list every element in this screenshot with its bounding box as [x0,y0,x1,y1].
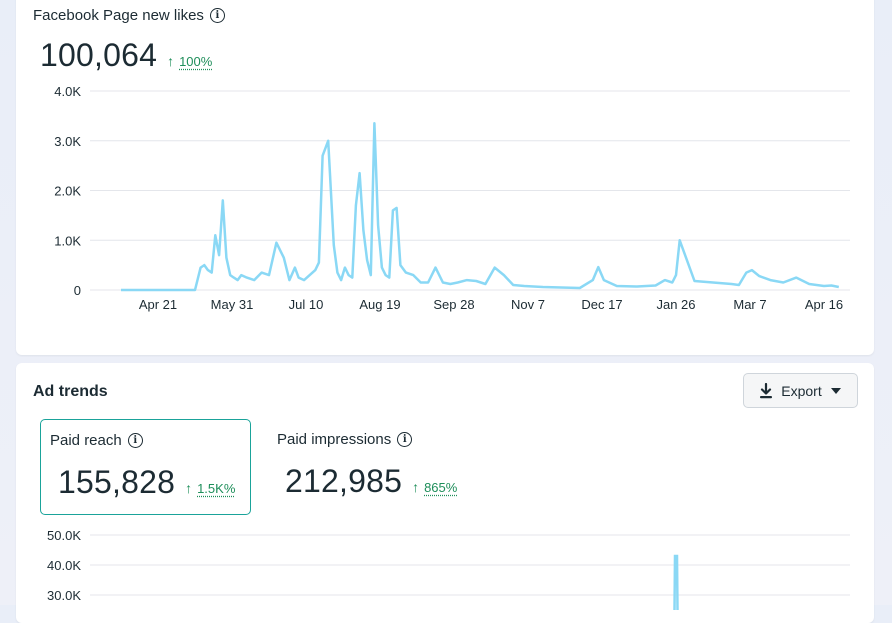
paid-impressions-change: ↑ 865% [412,479,457,495]
y-tick-label: 1.0K [54,233,81,248]
likes-total: 100,064 [40,37,158,73]
paid-reach-tile[interactable]: Paid reach i 155,828 ↑ 1.5K% [40,419,251,515]
paid-reach-series-line [673,554,679,611]
x-tick-label: May 31 [211,297,254,312]
x-tick-label: Apr 21 [139,297,177,312]
arrow-up-icon: ↑ [167,53,175,69]
x-tick-label: Nov 7 [511,297,545,312]
y-tick-label: 3.0K [54,134,81,149]
paid-impressions-value-row: 212,985 ↑ 865% [285,463,457,500]
likes-card-title: Facebook Page new likes i [33,7,225,24]
paid-impressions-tile[interactable]: Paid impressions i 212,985 ↑ 865% [268,419,479,515]
paid-impressions-label-text: Paid impressions [277,431,392,448]
paid-reach-label: Paid reach i [50,432,143,449]
likes-change-pct[interactable]: 100% [179,54,213,69]
download-icon [760,382,773,398]
x-tick-label: Apr 16 [805,297,843,312]
y-tick-label: 40.0K [47,558,81,573]
x-tick-label: Aug 19 [359,297,400,312]
likes-change: ↑ 100% [167,53,212,69]
info-icon[interactable]: i [127,433,143,448]
info-icon[interactable]: i [397,432,413,447]
ad-trends-title: Ad trends [33,383,108,400]
y-tick-label: 30.0K [47,588,81,603]
paid-reach-change: ↑ 1.5K% [185,480,235,496]
likes-summary: 100,064 ↑ 100% [40,37,212,74]
paid-reach-value: 155,828 [58,464,176,500]
y-tick-label: 4.0K [54,84,81,99]
arrow-up-icon: ↑ [185,480,193,496]
x-tick-label: Sep 28 [433,297,474,312]
info-icon[interactable]: i [209,8,225,23]
caret-down-icon [830,387,841,394]
y-tick-label: 0 [74,283,81,298]
likes-title-text: Facebook Page new likes [33,7,204,24]
x-tick-label: Mar 7 [733,297,766,312]
page-likes-card: Facebook Page new likes i 100,064 ↑ 100% [16,0,874,355]
export-button[interactable]: Export [743,373,858,408]
paid-impressions-change-pct[interactable]: 865% [424,480,458,495]
y-tick-label: 2.0K [54,184,81,199]
y-tick-label: 50.0K [47,528,81,543]
export-label: Export [781,382,822,399]
paid-reach-change-pct[interactable]: 1.5K% [197,481,236,496]
paid-impressions-label: Paid impressions i [277,431,413,448]
x-tick-label: Jul 10 [289,297,324,312]
likes-series-line [121,122,840,292]
paid-reach-label-text: Paid reach [50,432,122,449]
arrow-up-icon: ↑ [412,479,420,495]
ad-trends-card: Ad trends Export Paid reach i 155,828 ↑ … [16,363,874,623]
paid-impressions-value: 212,985 [285,463,403,499]
x-tick-label: Dec 17 [581,297,622,312]
paid-reach-value-row: 155,828 ↑ 1.5K% [58,464,235,501]
x-tick-label: Jan 26 [656,297,695,312]
